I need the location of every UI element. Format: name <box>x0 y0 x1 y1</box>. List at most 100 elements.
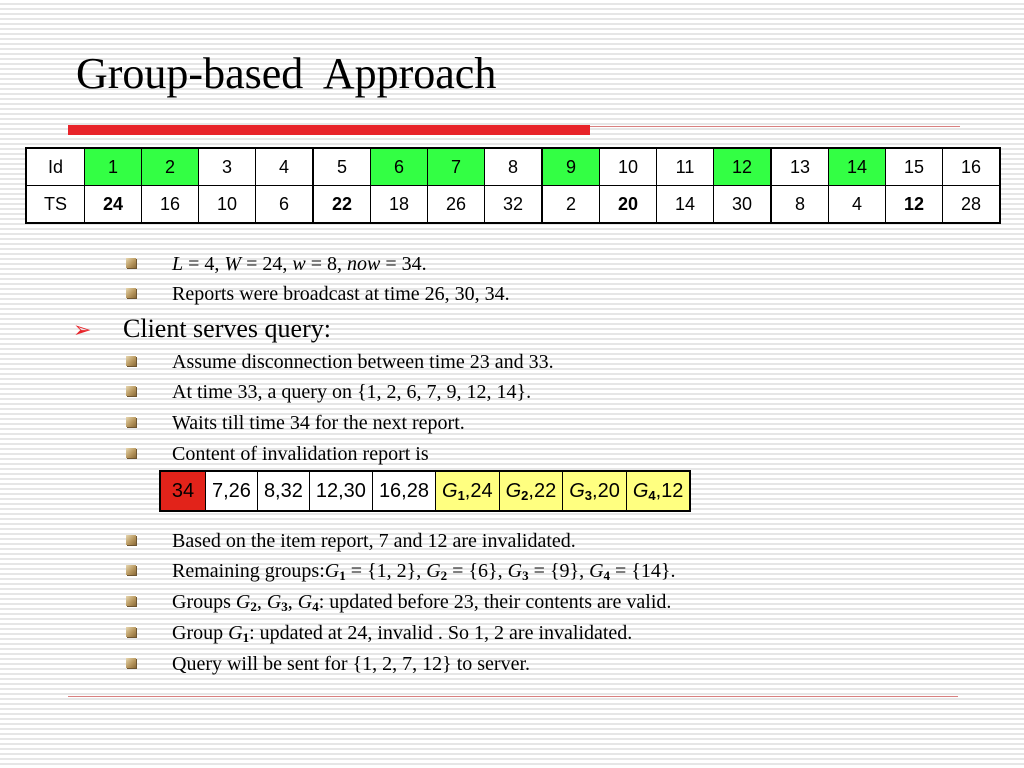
report-row: 34 7,26 8,32 12,30 16,28 G1,24 G2,22 G3,… <box>160 471 690 511</box>
id-cell: 12 <box>714 148 772 186</box>
id-cell: 1 <box>85 148 142 186</box>
id-cell: 11 <box>657 148 714 186</box>
param-now: now <box>347 253 380 275</box>
param-w-lower-value: = 8, <box>306 253 347 275</box>
group-letter: G <box>426 560 440 582</box>
group-value: ,12 <box>656 480 684 502</box>
bullet-text: Content of invalidation report is <box>172 443 429 465</box>
bullet-content: Content of invalidation report is <box>172 443 429 465</box>
id-cell: 13 <box>771 148 829 186</box>
id-header: Id <box>26 148 85 186</box>
bullet-text: Groups <box>172 591 236 613</box>
group-letter: G <box>267 591 281 613</box>
separator: , <box>288 591 298 613</box>
param-l-value: = 4, <box>183 253 224 275</box>
id-cell: 2 <box>142 148 199 186</box>
bullet-text: Assume disconnection between time 23 and… <box>172 351 554 373</box>
ts-cell: 26 <box>428 186 485 224</box>
ts-cell: 2 <box>542 186 600 224</box>
param-w-upper: W <box>224 253 241 275</box>
ts-row: TS 24 16 10 6 22 18 26 32 2 20 14 30 8 4… <box>26 186 1000 224</box>
bullet-disconnect: Assume disconnection between time 23 and… <box>172 351 554 373</box>
id-cell: 4 <box>256 148 314 186</box>
report-item: 8,32 <box>257 471 309 511</box>
id-cell: 10 <box>600 148 657 186</box>
bullet-text: Client serves query: <box>123 314 331 343</box>
slide-title: Group-based Approach <box>76 48 496 101</box>
group-value: ,20 <box>592 480 620 502</box>
ts-cell: 6 <box>256 186 314 224</box>
bullet-text: Group <box>172 622 228 644</box>
ts-cell: 20 <box>600 186 657 224</box>
group-subscript: 1 <box>458 488 465 503</box>
ts-cell: 12 <box>886 186 943 224</box>
id-cell: 8 <box>485 148 543 186</box>
bullet-text: : updated before 23, their contents are … <box>319 591 672 613</box>
ts-cell: 4 <box>829 186 886 224</box>
report-group: G3,20 <box>563 471 627 511</box>
ts-cell: 8 <box>771 186 829 224</box>
id-cell: 3 <box>199 148 256 186</box>
bullet-groups-valid: Groups G2, G3, G4: updated before 23, th… <box>172 591 671 613</box>
bullet-text: Query will be sent for {1, 2, 7, 12} to … <box>172 653 530 675</box>
id-cell: 6 <box>371 148 428 186</box>
report-item: 7,26 <box>206 471 258 511</box>
bullet-query: At time 33, a query on {1, 2, 6, 7, 9, 1… <box>172 381 531 403</box>
bullet-text: Reports were broadcast at time 26, 30, 3… <box>172 283 510 305</box>
id-row: Id 1 2 3 4 5 6 7 8 9 10 11 12 13 14 15 1… <box>26 148 1000 186</box>
bullet-broadcast: Reports were broadcast at time 26, 30, 3… <box>172 283 510 305</box>
id-cell: 14 <box>829 148 886 186</box>
ts-cell: 32 <box>485 186 543 224</box>
ts-cell: 28 <box>943 186 1001 224</box>
group-letter: G <box>506 480 522 502</box>
bullet-client-heading: ➢ Client serves query: <box>123 314 331 344</box>
bullet-square-icon <box>126 627 136 637</box>
ts-cell: 14 <box>657 186 714 224</box>
report-item: 12,30 <box>309 471 372 511</box>
group-letter: G <box>442 480 458 502</box>
bullet-text: : updated at 24, invalid . So 1, 2 are i… <box>249 622 632 644</box>
group-subscript: 3 <box>585 488 592 503</box>
group-letter: G <box>325 560 339 582</box>
bullet-square-icon <box>126 565 136 575</box>
report-item: 16,28 <box>372 471 435 511</box>
ts-cell: 22 <box>313 186 371 224</box>
bullet-text: Based on the item report, 7 and 12 are i… <box>172 530 576 552</box>
group-value: = {1, 2}, <box>346 560 426 582</box>
report-group: G1,24 <box>436 471 500 511</box>
bullet-text: Remaining groups: <box>172 560 325 582</box>
group-letter: G <box>569 480 585 502</box>
ts-cell: 16 <box>142 186 199 224</box>
group-letter: G <box>633 480 649 502</box>
bullet-square-icon <box>126 535 136 545</box>
invalidation-report: 34 7,26 8,32 12,30 16,28 G1,24 G2,22 G3,… <box>159 470 691 512</box>
bullet-remaining: Remaining groups:G1 = {1, 2}, G2 = {6}, … <box>172 560 676 582</box>
group-letter: G <box>508 560 522 582</box>
group-value: ,22 <box>528 480 556 502</box>
group-value: = {9}, <box>529 560 589 582</box>
param-w-lower: w <box>292 253 305 275</box>
ts-cell: 18 <box>371 186 428 224</box>
bullet-text: Waits till time 34 for the next report. <box>172 412 465 434</box>
id-cell: 16 <box>943 148 1001 186</box>
bullet-square-icon <box>126 658 136 668</box>
bullet-square-icon <box>126 386 136 396</box>
title-underline-red <box>68 125 590 135</box>
param-w-upper-value: = 24, <box>241 253 292 275</box>
bullet-query-sent: Query will be sent for {1, 2, 7, 12} to … <box>172 653 530 675</box>
bullet-square-icon <box>126 596 136 606</box>
group-letter: G <box>236 591 250 613</box>
bullet-square-icon <box>126 448 136 458</box>
id-cell: 7 <box>428 148 485 186</box>
arrow-bullet-icon: ➢ <box>73 316 91 346</box>
bullet-based: Based on the item report, 7 and 12 are i… <box>172 530 576 552</box>
bullet-square-icon <box>126 258 136 268</box>
ts-cell: 30 <box>714 186 772 224</box>
report-group: G4,12 <box>626 471 690 511</box>
group-value: ,24 <box>465 480 493 502</box>
ts-cell: 24 <box>85 186 142 224</box>
bullet-square-icon <box>126 356 136 366</box>
ts-cell: 10 <box>199 186 256 224</box>
group-letter: G <box>228 622 242 644</box>
param-l: L <box>172 253 183 275</box>
